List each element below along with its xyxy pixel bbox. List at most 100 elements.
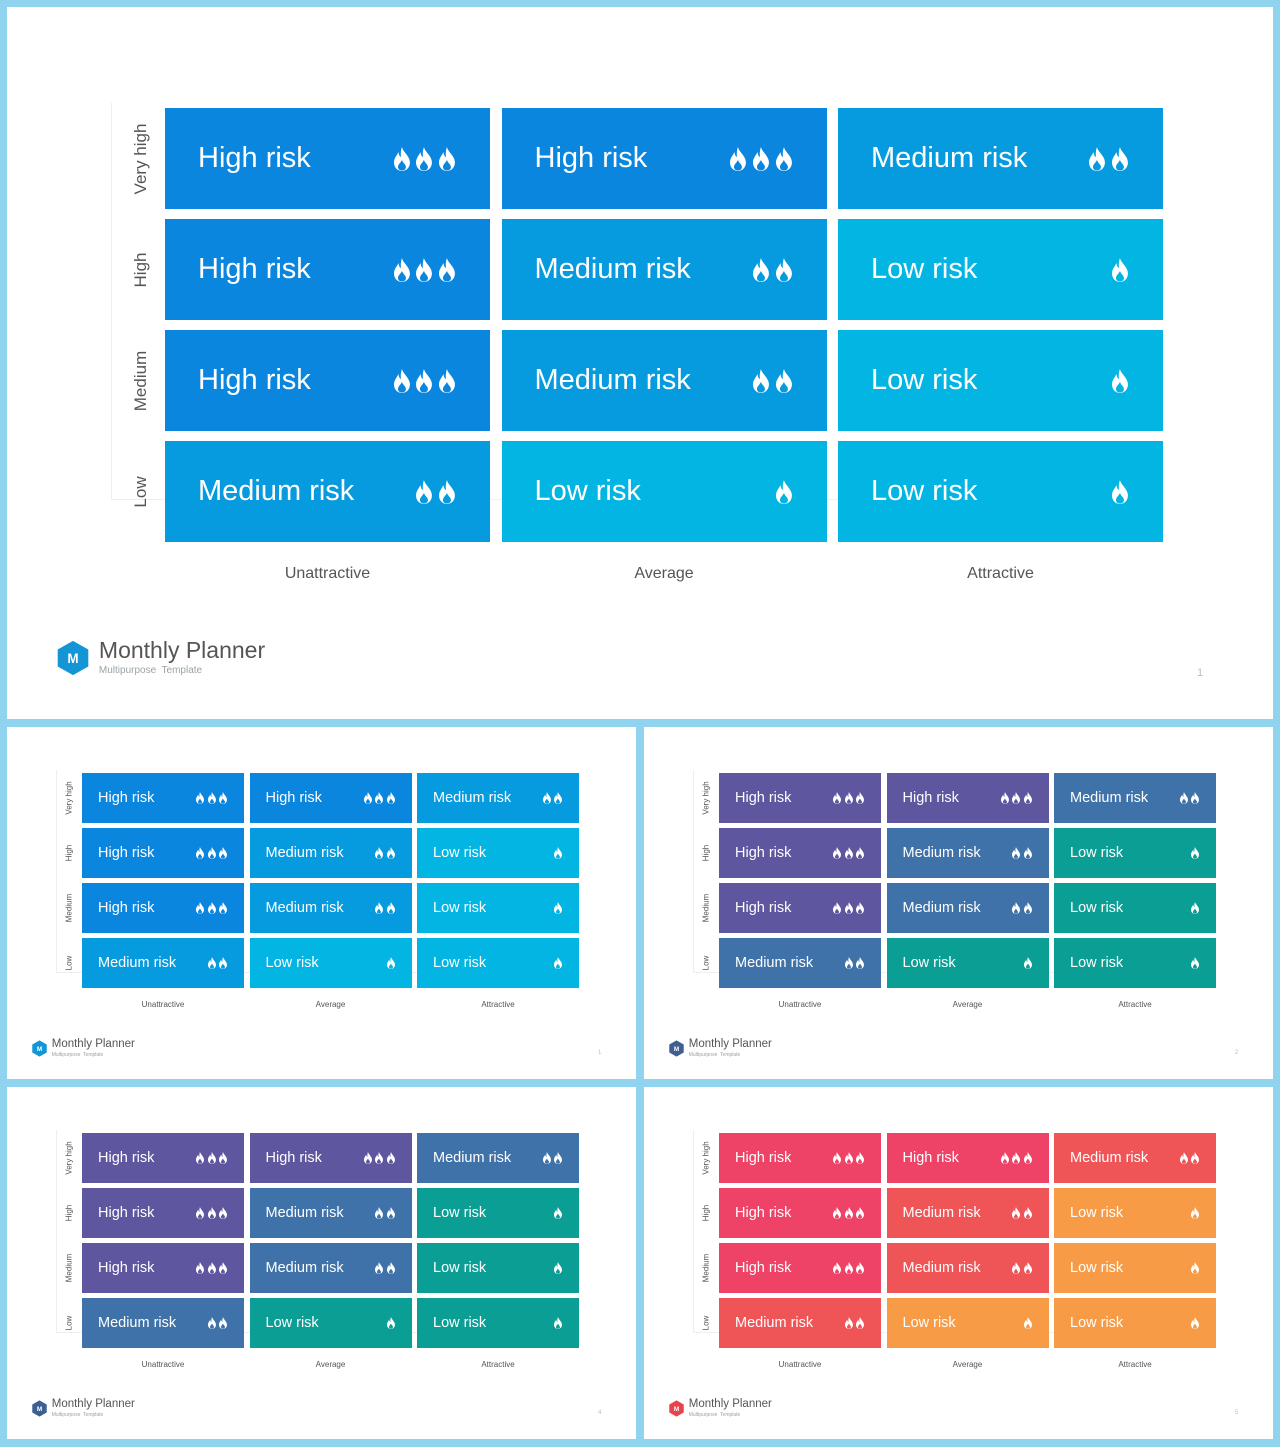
risk-label: High risk (265, 790, 322, 806)
flame-icon (1023, 1207, 1032, 1219)
risk-label: Low risk (265, 1315, 319, 1331)
risk-flames (553, 847, 563, 859)
flame-icon (439, 479, 456, 504)
flame-icon (1191, 1152, 1200, 1164)
risk-flames (363, 1152, 396, 1164)
column-label: Average (952, 1000, 983, 1009)
risk-label: Medium risk (534, 253, 691, 285)
risk-label: Low risk (902, 955, 956, 971)
logo-letter: M (674, 1406, 679, 1413)
flame-icon (1112, 368, 1129, 393)
risk-label: High risk (198, 253, 311, 285)
flame-icon (833, 847, 842, 859)
flame-icon (554, 1317, 563, 1329)
risk-flames (844, 957, 865, 969)
risk-label: Low risk (433, 1205, 487, 1221)
flame-icon (207, 1152, 216, 1164)
risk-label: Low risk (1070, 1315, 1124, 1331)
risk-flames (1011, 1207, 1032, 1219)
flame-icon (833, 1152, 842, 1164)
risk-label: Low risk (433, 845, 487, 861)
flame-icon (844, 792, 853, 804)
risk-label: Medium risk (1070, 790, 1149, 806)
flame-icon (542, 792, 551, 804)
flame-icon (833, 1207, 842, 1219)
flame-icon (393, 146, 410, 171)
risk-cell: High risk (719, 883, 881, 933)
row-label: Very high (701, 781, 711, 815)
risk-cell: Low risk (417, 883, 579, 933)
risk-label: Medium risk (98, 955, 177, 971)
flame-icon (196, 1152, 205, 1164)
risk-flames (832, 1152, 865, 1164)
risk-cell: Medium risk (501, 330, 827, 431)
flame-icon (196, 847, 205, 859)
flame-icon (844, 847, 853, 859)
risk-cell: High risk (82, 1243, 244, 1293)
risk-flames (553, 957, 563, 969)
risk-flames (1011, 902, 1032, 914)
brand-title: Monthly Planner (688, 1398, 772, 1410)
hexagon-logo-icon: M (669, 1400, 684, 1417)
risk-cell: Low risk (249, 938, 412, 988)
risk-label: High risk (198, 142, 311, 174)
risk-flames (195, 847, 228, 859)
flame-icon (386, 792, 395, 804)
flame-icon (1000, 1152, 1009, 1164)
risk-cell: Medium risk (886, 1188, 1049, 1238)
risk-label: High risk (98, 1150, 155, 1166)
flame-icon (844, 1262, 853, 1274)
hexagon-logo-icon: M (669, 1040, 684, 1057)
risk-flames (374, 1262, 395, 1274)
risk-flames (374, 1207, 395, 1219)
flame-icon (207, 847, 216, 859)
flame-icon (375, 902, 384, 914)
flame-icon (752, 146, 769, 171)
row-label: Medium (64, 893, 74, 923)
column-label: Attractive (967, 565, 1034, 582)
risk-cell: Medium risk (886, 828, 1049, 878)
flame-icon (775, 257, 792, 282)
column-label: Unattractive (141, 1000, 185, 1009)
risk-cell: Medium risk (886, 1243, 1049, 1293)
risk-flames (832, 902, 865, 914)
flame-icon (775, 368, 792, 393)
brand-block: M Monthly Planner Multipurpose Template (31, 1398, 135, 1418)
brand-block: M Monthly Planner Multipurpose Template (668, 1398, 772, 1418)
risk-label: Medium risk (1070, 1150, 1149, 1166)
brand-subtitle: Multipurpose Template (51, 1051, 104, 1058)
risk-flames (1190, 1262, 1200, 1274)
flame-icon (1112, 479, 1129, 504)
risk-flames (1179, 792, 1200, 804)
flame-icon (375, 792, 384, 804)
flame-icon (1023, 1152, 1032, 1164)
risk-flames (363, 792, 396, 804)
flame-icon (219, 957, 228, 969)
slide-4: High risk High risk Medium risk High risk Me… (7, 1087, 636, 1439)
flame-icon (856, 902, 865, 914)
risk-label: High risk (98, 845, 155, 861)
risk-label: Medium risk (902, 1205, 981, 1221)
risk-label: Medium risk (433, 790, 512, 806)
risk-label: Low risk (871, 253, 978, 285)
slide-3: High risk High risk Medium risk High risk Me… (644, 727, 1273, 1079)
flame-icon (219, 847, 228, 859)
column-label: Average (315, 1000, 346, 1009)
risk-flames (1000, 792, 1033, 804)
row-label: Low (131, 475, 150, 508)
column-label: Average (952, 1360, 983, 1369)
flame-icon (730, 146, 746, 171)
risk-cell: Low risk (417, 1188, 579, 1238)
risk-flames (392, 368, 457, 393)
flame-icon (219, 1262, 228, 1274)
risk-flames (207, 957, 228, 969)
risk-cell: High risk (719, 1243, 881, 1293)
flame-icon (386, 1152, 395, 1164)
flame-icon (219, 902, 228, 914)
risk-label: High risk (98, 900, 155, 916)
flame-icon (416, 257, 433, 282)
brand-block: M Monthly Planner Multipurpose Template (31, 1038, 135, 1058)
risk-cell: High risk (719, 828, 881, 878)
risk-label: Low risk (1070, 900, 1124, 916)
risk-flames (374, 847, 395, 859)
